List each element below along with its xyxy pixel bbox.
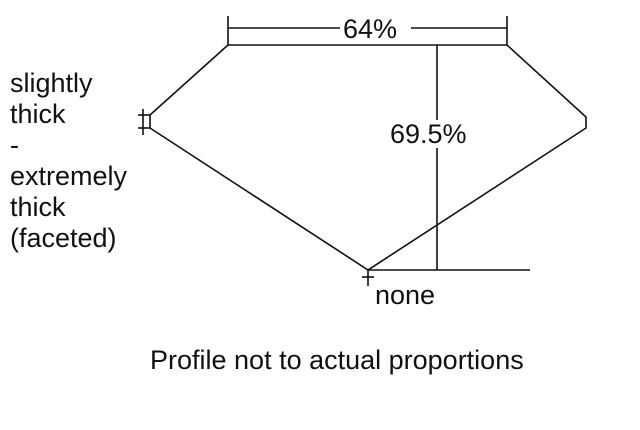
girdle-label: slightly thick - extremely thick (facete… [10, 68, 127, 254]
girdle-label-line: thick [10, 192, 66, 222]
girdle-label-line: extremely [10, 161, 128, 191]
gem-outline [149, 44, 587, 271]
girdle-label-line: (faceted) [10, 223, 117, 253]
depth-percent-label: 69.5% [390, 119, 467, 149]
culet-label: none [375, 280, 436, 310]
caption: Profile not to actual proportions [150, 345, 524, 375]
girdle-label-line: - [10, 130, 19, 160]
girdle-label-line: slightly [10, 68, 93, 98]
table-percent-label: 64% [343, 14, 398, 44]
girdle-label-line: thick [10, 99, 66, 129]
